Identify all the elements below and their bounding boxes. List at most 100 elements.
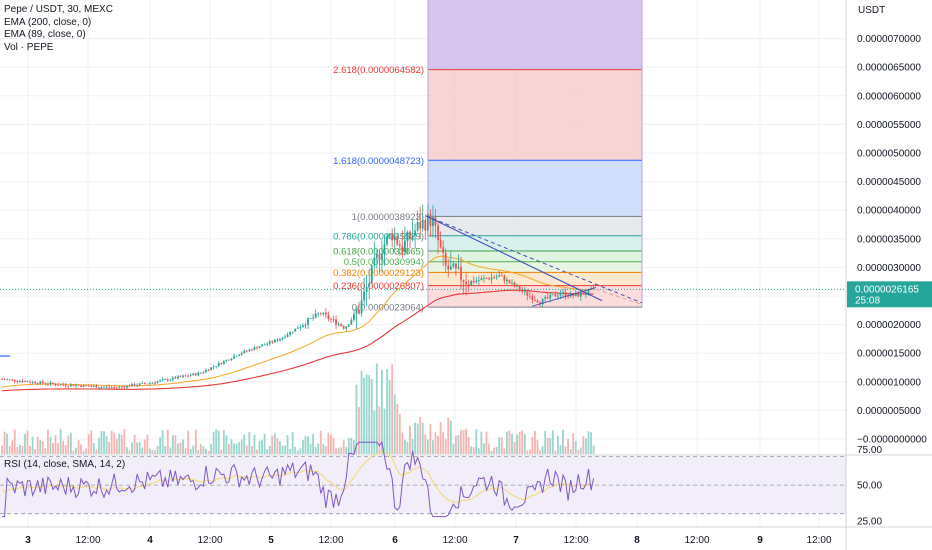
- volume-bar: [477, 448, 480, 454]
- volume-bar: [136, 442, 139, 454]
- fib-zone: [428, 0, 642, 70]
- volume-bar: [92, 443, 95, 454]
- fib-zone: [428, 69, 642, 161]
- volume-bar: [409, 426, 411, 454]
- volume-bar: [284, 445, 286, 454]
- volume-bar: [271, 435, 274, 454]
- candle-body: [516, 286, 518, 288]
- volume-bar: [465, 428, 467, 454]
- volume-bar: [41, 441, 44, 454]
- indicator-volume[interactable]: Vol · PEPE: [4, 41, 54, 53]
- candle-body: [98, 387, 100, 389]
- volume-bar: [133, 434, 136, 454]
- rsi-indicator-label[interactable]: RSI (14, close, SMA, 14, 2): [4, 459, 126, 470]
- volume-bar: [424, 434, 427, 454]
- candle-body: [398, 244, 401, 247]
- volume-bar: [192, 445, 195, 454]
- candle-body: [416, 222, 419, 231]
- volume-bar: [29, 445, 31, 454]
- candle-body: [363, 291, 365, 301]
- candle-body: [52, 382, 54, 384]
- volume-bar: [245, 445, 248, 454]
- symbol-title[interactable]: Pepe / USDT, 30, MEXC: [4, 4, 113, 15]
- fibonacci-extension[interactable]: 2.618(0.0000064582) 1.618(0.0000048723) 1(…: [333, 0, 643, 314]
- volume-bar: [564, 446, 567, 454]
- volume-bar: [77, 440, 80, 454]
- volume-bar: [347, 438, 350, 454]
- volume-bar: [34, 449, 37, 454]
- candle-body: [347, 324, 350, 327]
- volume-bar: [62, 440, 65, 454]
- candle-body: [47, 383, 49, 385]
- volume-bar: [401, 432, 404, 454]
- volume-bar: [360, 370, 363, 454]
- candle-body: [3, 379, 6, 380]
- volume-bar: [378, 406, 381, 454]
- candle-body: [340, 323, 343, 326]
- candle-body: [585, 293, 587, 295]
- fib-zone: [428, 251, 642, 262]
- volume-bar: [307, 436, 309, 454]
- price-tick-label: 0.0000035000: [857, 234, 921, 245]
- candle-body: [24, 381, 26, 382]
- volume-bar: [416, 423, 419, 454]
- candle-body: [546, 297, 549, 299]
- candle-body: [222, 360, 225, 364]
- volume-bar: [358, 407, 360, 454]
- volume-bar: [508, 430, 511, 454]
- volume-bar: [233, 443, 235, 454]
- candle-body: [335, 319, 337, 325]
- time-tick-label: 9: [757, 535, 763, 546]
- candle-body: [138, 383, 141, 386]
- volume-bar: [52, 443, 54, 454]
- volume-bar: [447, 417, 450, 454]
- volume-bar: [467, 436, 470, 454]
- trendline-projection: [425, 215, 643, 304]
- volume-bar: [220, 449, 223, 454]
- volume-bar: [335, 448, 337, 454]
- rsi-pane[interactable]: [0, 440, 932, 518]
- candlesticks[interactable]: [0, 204, 846, 390]
- candle-body: [21, 381, 24, 382]
- candle-body: [289, 332, 292, 335]
- candle-body: [143, 382, 146, 384]
- candle-body: [174, 377, 177, 379]
- volume-bar: [276, 438, 279, 454]
- candle-body: [133, 384, 136, 386]
- chart-legend: Pepe / USDT, 30, MEXC EMA (200, close, 0…: [4, 4, 113, 54]
- volume-bar: [536, 439, 539, 454]
- volume-bar: [82, 450, 85, 454]
- candle-body: [544, 297, 547, 299]
- current-price-value: 0.0000026165: [855, 284, 919, 295]
- volume-bar: [498, 437, 501, 454]
- indicator-ema89[interactable]: EMA (89, close, 0): [4, 29, 86, 40]
- volume-bar: [194, 429, 197, 454]
- volume-bar: [299, 448, 302, 454]
- volume-bar: [296, 450, 299, 454]
- volume-bar: [87, 434, 90, 454]
- volume-bar: [549, 438, 552, 454]
- volume-bar: [373, 410, 376, 454]
- candle-body: [342, 325, 345, 329]
- volume-bar: [156, 445, 159, 454]
- candle-body: [294, 328, 297, 332]
- volume-bar: [212, 431, 215, 454]
- trend-lines[interactable]: [425, 215, 643, 307]
- volume-bar: [544, 431, 547, 454]
- candle-body: [536, 300, 539, 303]
- bar-countdown: 25:08: [855, 295, 880, 306]
- volume-bar: [261, 440, 263, 454]
- volume-bar: [437, 435, 439, 454]
- volume-bar: [115, 438, 118, 454]
- candle-body: [90, 386, 93, 388]
- time-tick-label: 12:00: [318, 535, 343, 546]
- ema-89-line: [1, 255, 594, 388]
- candle-body: [179, 376, 182, 378]
- price-currency[interactable]: USDT: [858, 5, 886, 16]
- candle-body: [128, 385, 131, 387]
- candle-body: [187, 375, 190, 377]
- volume-bar: [455, 435, 457, 454]
- indicator-ema200[interactable]: EMA (200, close, 0): [4, 16, 92, 28]
